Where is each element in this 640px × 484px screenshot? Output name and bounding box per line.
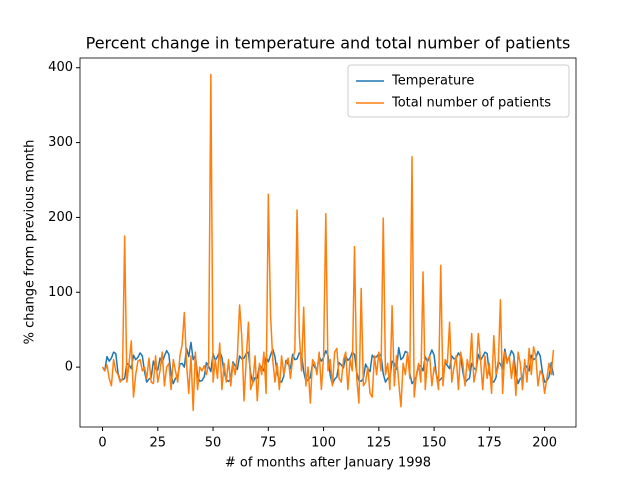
y-tick-label: 300 [48, 135, 73, 150]
y-tick-label: 0 [65, 360, 73, 375]
x-tick-label: 25 [150, 436, 167, 451]
y-tick-label: 100 [48, 285, 73, 300]
x-tick-label: 50 [205, 436, 222, 451]
chart-title: Percent change in temperature and total … [86, 34, 571, 53]
y-tick-label: 400 [48, 60, 73, 75]
legend-label: Total number of patients [391, 96, 551, 111]
x-tick-label: 75 [260, 436, 277, 451]
y-axis-label: % change from previous month [23, 140, 38, 345]
legend-label: Temperature [391, 74, 474, 89]
data-line [101, 73, 555, 412]
y-tick-label: 200 [48, 210, 73, 225]
x-axis-label: # of months after January 1998 [225, 456, 431, 471]
x-tick-label: 150 [422, 436, 447, 451]
legend-box [347, 64, 570, 118]
x-tick-label: 0 [98, 436, 106, 451]
x-tick-label: 125 [366, 436, 391, 451]
x-tick-label: 100 [311, 436, 336, 451]
plot-frame [79, 57, 577, 428]
x-tick-label: 200 [532, 436, 557, 451]
x-tick-label: 175 [477, 436, 502, 451]
